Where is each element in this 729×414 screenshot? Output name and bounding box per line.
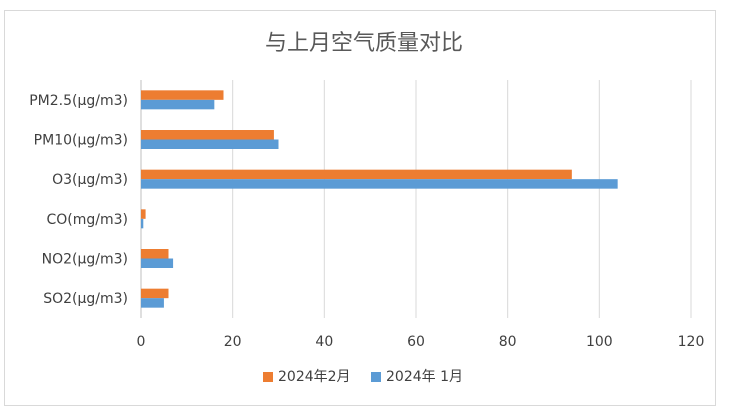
category-label: SO2(μg/m3)	[43, 291, 128, 307]
legend-swatch	[263, 372, 273, 382]
category-label: O3(μg/m3)	[52, 172, 128, 188]
bar	[141, 179, 618, 189]
legend-label: 2024年 1月	[386, 369, 463, 385]
bar	[141, 249, 169, 259]
x-tick-label: 40	[315, 334, 333, 350]
bar	[141, 209, 146, 219]
bar	[141, 169, 572, 180]
bar	[141, 258, 174, 268]
x-tick-label: 0	[137, 334, 146, 350]
x-tick-label: 80	[499, 334, 517, 350]
category-label: PM2.5(μg/m3)	[29, 93, 128, 109]
bar	[141, 139, 279, 149]
category-label: PM10(μg/m3)	[34, 133, 128, 149]
x-tick-label: 100	[586, 334, 613, 350]
x-tick-labels: 0 20 40 60 80 100 120	[137, 334, 705, 350]
bar	[141, 288, 169, 299]
legend: 2024年2月 2024年 1月	[263, 369, 463, 385]
bar	[141, 298, 164, 308]
bar	[141, 99, 215, 110]
category-label: CO(mg/m3)	[46, 212, 128, 228]
bar	[141, 90, 224, 100]
chart-title: 与上月空气质量对比	[265, 31, 463, 56]
x-tick-label: 60	[407, 334, 425, 350]
x-tick-label: 120	[678, 334, 705, 350]
category-label: NO2(μg/m3)	[42, 252, 128, 268]
bar	[141, 218, 144, 229]
legend-label: 2024年2月	[278, 369, 351, 385]
gridlines	[140, 80, 692, 318]
bars	[141, 90, 618, 308]
legend-swatch	[371, 372, 381, 382]
category-labels: PM2.5(μg/m3) PM10(μg/m3) O3(μg/m3) CO(mg/m3…	[29, 93, 128, 307]
x-tick-label: 20	[224, 334, 242, 350]
bar	[141, 130, 274, 140]
chart-frame	[4, 10, 716, 406]
